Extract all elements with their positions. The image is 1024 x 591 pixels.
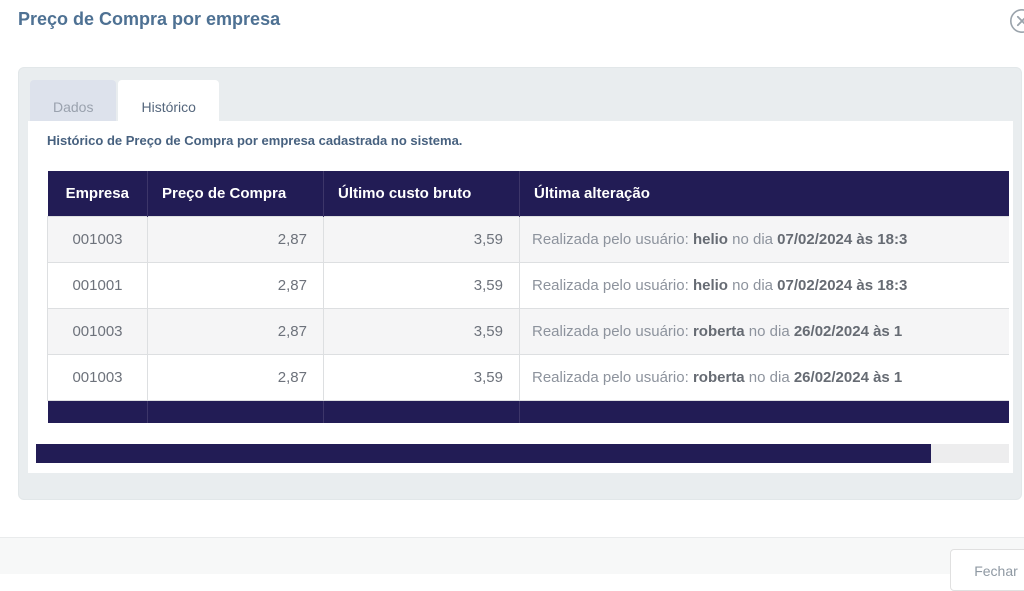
cell-empresa: 001003 [47, 307, 148, 355]
modal-footer: Fechar [0, 537, 1024, 591]
cell-ultimo-custo-bruto: 3,59 [323, 215, 520, 263]
table-description: Histórico de Preço de Compra por empresa… [47, 133, 463, 148]
cell-ultima-alteracao: Realizada pelo usuário: roberta no dia 2… [519, 353, 1009, 401]
table-row: 001003 2,87 3,59 Realizada pelo usuário: ro… [47, 307, 1009, 355]
cell-preco-de-compra: 2,87 [147, 307, 324, 355]
page-title: Preço de Compra por empresa [18, 9, 281, 29]
table-body: 001003 2,87 3,59 Realizada pelo usuário: he… [47, 215, 1009, 401]
table-row: 001003 2,87 3,59 Realizada pelo usuário: he… [47, 215, 1009, 263]
cell-empresa: 001001 [47, 261, 148, 309]
cell-ultimo-custo-bruto: 3,59 [323, 307, 520, 355]
table-row: 001001 2,87 3,59 Realizada pelo usuário: he… [47, 261, 1009, 309]
horizontal-scrollbar-thumb[interactable] [36, 444, 931, 463]
historico-table: Empresa Preço de Compra Último custo bru… [47, 171, 1009, 423]
cell-preco-de-compra: 2,87 [147, 215, 324, 263]
tab-bar: Dados Histórico [30, 80, 219, 122]
fechar-button[interactable]: Fechar [950, 549, 1024, 591]
close-icon [1009, 9, 1024, 37]
close-button[interactable] [1009, 8, 1024, 34]
cell-ultima-alteracao: Realizada pelo usuário: helio no dia 07/… [519, 215, 1009, 263]
column-header-preco-de-compra: Preço de Compra [147, 171, 324, 216]
tab-historico[interactable]: Histórico [118, 80, 219, 122]
cell-preco-de-compra: 2,87 [147, 353, 324, 401]
cell-preco-de-compra: 2,87 [147, 261, 324, 309]
cell-empresa: 001003 [47, 215, 148, 263]
column-header-ultimo-custo-bruto: Último custo bruto [323, 171, 520, 216]
table-row: 001003 2,87 3,59 Realizada pelo usuário: ro… [47, 353, 1009, 401]
cell-empresa: 001003 [47, 353, 148, 401]
column-header-empresa: Empresa [47, 171, 148, 216]
table-scroll-container[interactable]: Empresa Preço de Compra Último custo bru… [47, 171, 1009, 424]
cell-ultima-alteracao: Realizada pelo usuário: roberta no dia 2… [519, 307, 1009, 355]
cell-ultimo-custo-bruto: 3,59 [323, 353, 520, 401]
cell-ultimo-custo-bruto: 3,59 [323, 261, 520, 309]
table-header: Empresa Preço de Compra Último custo bru… [47, 171, 1009, 216]
tab-dados[interactable]: Dados [30, 80, 117, 121]
column-header-ultima-alteracao: Última alteração [519, 171, 1009, 216]
horizontal-scrollbar-track[interactable] [36, 444, 1009, 463]
cell-ultima-alteracao: Realizada pelo usuário: helio no dia 07/… [519, 261, 1009, 309]
table-footer [47, 400, 1009, 423]
tab-card: Dados Histórico Histórico de Preço de Co… [18, 67, 1022, 500]
tab-panel-historico: Histórico de Preço de Compra por empresa… [28, 121, 1013, 473]
